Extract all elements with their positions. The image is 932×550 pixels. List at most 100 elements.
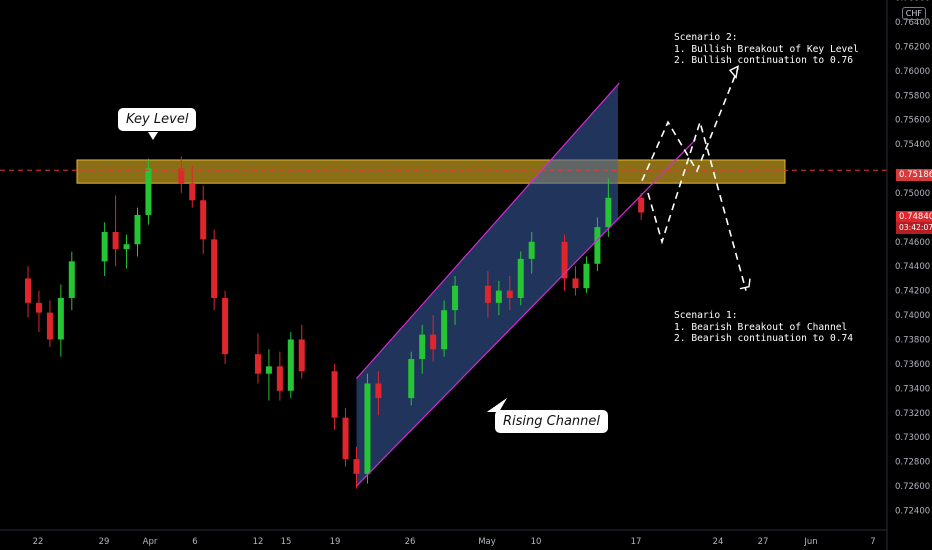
candle-body xyxy=(222,297,229,355)
candle-body xyxy=(123,244,130,250)
price-tick-label: 0.74600 xyxy=(895,238,930,248)
candle-body xyxy=(265,366,272,374)
price-tick-label: 0.74400 xyxy=(895,262,930,272)
candle xyxy=(25,266,31,318)
candle xyxy=(430,315,437,362)
time-tick-label: 6 xyxy=(192,537,197,547)
candle xyxy=(145,158,152,225)
candle xyxy=(123,234,130,269)
candle xyxy=(178,156,185,193)
price-tick-label: 0.74000 xyxy=(895,311,930,321)
rising-channel-callout[interactable]: Rising Channel xyxy=(495,410,609,433)
candle-body xyxy=(572,278,579,289)
candle xyxy=(594,217,601,272)
time-tick-label: 12 xyxy=(253,537,264,547)
candle xyxy=(211,229,218,311)
candle-body xyxy=(594,227,601,264)
price-tick-label: 0.75400 xyxy=(895,140,930,150)
price-tick-label: 0.75600 xyxy=(895,116,930,126)
time-tick-label: Apr xyxy=(143,537,158,547)
candle xyxy=(452,275,459,325)
price-axis[interactable]: 0.76400 0.76200 0.76000 0.75800 0.75600 0.754… xyxy=(895,0,930,516)
time-tick-label: 10 xyxy=(531,537,542,547)
candle-body xyxy=(419,334,426,360)
candle-body xyxy=(342,417,349,460)
candle-body xyxy=(101,232,108,262)
price-tick-label: 0.73400 xyxy=(895,384,930,394)
candle-body xyxy=(408,359,415,399)
channel-lower-line xyxy=(356,138,697,487)
time-tick-label: 26 xyxy=(405,537,416,547)
candle-body xyxy=(495,290,502,303)
candle xyxy=(134,207,141,257)
candle xyxy=(331,363,338,430)
candle xyxy=(605,178,612,237)
candle xyxy=(254,333,261,384)
candle xyxy=(408,351,415,406)
candle-body xyxy=(331,371,338,418)
candle xyxy=(276,351,283,401)
candle-body xyxy=(298,339,305,372)
rising-channel-fill xyxy=(356,84,618,487)
candle-body xyxy=(364,383,371,474)
candle-body xyxy=(178,168,185,184)
candle xyxy=(353,446,360,489)
candle-body xyxy=(112,232,119,250)
candle xyxy=(506,275,513,311)
candle-body xyxy=(145,168,152,215)
candle-body xyxy=(561,241,568,279)
last-price-badge: 0.74840 xyxy=(896,211,932,223)
candle-body xyxy=(25,278,31,303)
candle xyxy=(68,251,75,311)
candle-body xyxy=(430,334,437,350)
level-price-badge: 0.75186 xyxy=(896,169,932,181)
candle xyxy=(298,324,305,379)
time-tick-label: 24 xyxy=(713,537,724,547)
scenario-2-arrowhead xyxy=(728,65,739,79)
candle xyxy=(265,349,272,401)
time-tick-label: 22 xyxy=(33,537,44,547)
candle-body xyxy=(638,197,645,213)
candle-body xyxy=(528,241,535,259)
time-axis[interactable]: 22 29 Apr 6 12 15 19 26 May 10 17 24 27 Jun 7 xyxy=(33,537,876,547)
price-tick-label: 0.73800 xyxy=(895,335,930,345)
price-tick-label: 0.72800 xyxy=(895,458,930,468)
candle xyxy=(495,280,502,316)
candle xyxy=(561,234,568,291)
price-tick-label: 0.76400 xyxy=(895,18,930,28)
scenario-1-projection xyxy=(647,119,747,291)
candle-body xyxy=(583,263,590,289)
candle-body xyxy=(517,258,524,298)
candle xyxy=(484,271,491,318)
time-tick-label: 7 xyxy=(870,537,875,547)
candle xyxy=(200,185,207,255)
candle xyxy=(189,166,196,208)
candles-layer xyxy=(25,156,645,489)
candle xyxy=(364,373,371,484)
time-tick-label: 17 xyxy=(631,537,642,547)
candle xyxy=(441,300,448,357)
price-tick-label: 0.76600 xyxy=(895,0,930,4)
candle xyxy=(112,195,119,267)
candle xyxy=(419,324,426,374)
time-tick-label: 29 xyxy=(99,537,110,547)
candle-body xyxy=(57,297,64,340)
candle-body xyxy=(506,290,513,298)
candle-body xyxy=(375,383,382,399)
candle-body xyxy=(134,214,141,245)
candle-body xyxy=(211,239,218,298)
time-tick-label: May xyxy=(478,537,496,547)
candle xyxy=(342,407,349,467)
price-tick-label: 0.75800 xyxy=(895,91,930,101)
scenario-1-note[interactable]: Scenario 1: 1. Bearish Breakout of Chann… xyxy=(674,310,854,344)
candle-body xyxy=(484,285,491,303)
key-level-callout-pointer xyxy=(148,132,158,140)
price-tick-label: 0.73200 xyxy=(895,409,930,419)
zone-layer xyxy=(76,84,786,487)
scenario-2-note[interactable]: Scenario 2: 1. Bullish Breakout of Key L… xyxy=(674,32,859,66)
key-level-callout[interactable]: Key Level xyxy=(118,108,197,131)
overlay-layer xyxy=(0,65,887,487)
currency-label[interactable]: CHF xyxy=(901,7,926,20)
price-tick-label: 0.75000 xyxy=(895,189,930,199)
